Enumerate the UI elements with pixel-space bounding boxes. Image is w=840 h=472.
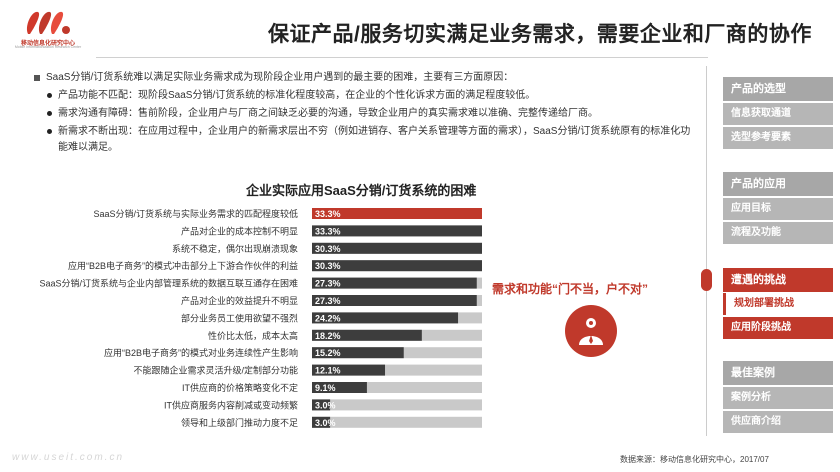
bar-track	[312, 364, 482, 376]
value-label: 12.1%	[315, 366, 341, 376]
value-label: 3.0%	[315, 400, 336, 410]
intro-sub-bullet: 需求沟通有障碍：售前阶段，企业用户与厂商之间缺乏必要的沟通，导致企业用户的真实需…	[34, 106, 694, 122]
bar	[312, 399, 331, 411]
intro-text: SaaS分销/订货系统难以满足实际业务需求成为现阶段企业用户遇到的最主要的困难，…	[34, 70, 694, 156]
sidebar-item-case-analysis[interactable]: 案例分析	[723, 387, 833, 409]
value-label: 15.2%	[315, 348, 341, 358]
page-title: 保证产品/服务切实满足业务需求，需要企业和厂商的协作	[268, 23, 812, 46]
active-section-marker	[701, 269, 712, 291]
bar	[312, 260, 482, 272]
value-label: 27.3%	[315, 296, 341, 306]
sidebar-section-application[interactable]: 产品的应用	[723, 172, 833, 196]
person-gear-icon	[565, 305, 617, 357]
bar	[312, 312, 459, 324]
value-label: 30.3%	[315, 244, 341, 254]
sidebar-divider	[706, 66, 707, 436]
category-label: 领导和上级部门推动力度不足	[181, 417, 298, 428]
bar	[312, 208, 482, 219]
category-label: 部分业务员工使用欲望不强烈	[181, 312, 298, 323]
logo-text: 移动信息化研究中心	[20, 41, 75, 47]
bar	[312, 364, 386, 376]
intro-sub-bullet: 产品功能不匹配：现阶段SaaS分销/订货系统的标准化程度较高，在企业的个性化诉求…	[34, 88, 694, 104]
bar	[312, 225, 482, 237]
sidebar-section-selection[interactable]: 产品的选型	[723, 77, 833, 101]
bar-track	[312, 382, 482, 393]
sidebar-item-selection-factors[interactable]: 选型参考要素	[723, 127, 833, 149]
sidebar-item-vendor-intro[interactable]: 供应商介绍	[723, 411, 833, 433]
value-label: 24.2%	[315, 313, 341, 323]
sidebar-item-info-channels[interactable]: 信息获取通道	[723, 103, 833, 125]
category-label: SaaS分销/订货系统与企业内部管理系统的数据互联互通存在困难	[39, 278, 298, 289]
category-label: 性价比太低，成本太高	[208, 330, 298, 341]
value-label: 33.3%	[315, 209, 341, 219]
category-label: 系统不稳定，偶尔出现崩溃现象	[172, 243, 298, 254]
intro-main-bullet: SaaS分销/订货系统难以满足实际业务需求成为现阶段企业用户遇到的最主要的困难，…	[34, 70, 694, 86]
bar	[312, 242, 482, 254]
sidebar-item-process-functions[interactable]: 流程及功能	[723, 222, 833, 244]
bar	[312, 347, 404, 359]
value-label: 27.3%	[315, 279, 341, 289]
value-label: 3.0%	[315, 418, 336, 428]
logo-mark-icon	[26, 11, 70, 34]
sidebar-item-goals[interactable]: 应用目标	[723, 198, 833, 220]
logo-subtext: Mobile Informationization Research Cente…	[14, 45, 82, 49]
sidebar-item-application-challenges[interactable]: 应用阶段挑战	[723, 317, 833, 339]
logo: 移动信息化研究中心 Mobile Informationization Rese…	[8, 6, 88, 50]
bar	[312, 382, 367, 393]
bar	[312, 416, 331, 428]
data-source: 数据来源：移动信息化研究中心，2017/07	[620, 455, 769, 464]
category-label: SaaS分销/订货系统与实际业务需求的匹配程度较低	[93, 208, 298, 219]
category-label: 不能跟随企业需求灵活升级/定制部分功能	[133, 365, 298, 376]
bar	[312, 329, 422, 341]
sidebar-section-challenges[interactable]: 遭遇的挑战	[723, 268, 833, 292]
sidebar-section-best-cases[interactable]: 最佳案例	[723, 361, 833, 385]
category-label: 产品对企业的效益提升不明显	[181, 295, 298, 306]
category-label: 应用“B2B电子商务”的模式冲击部分上下游合作伙伴的利益	[68, 260, 298, 271]
bar-track	[312, 416, 482, 428]
value-label: 30.3%	[315, 261, 341, 271]
bar	[312, 295, 477, 306]
watermark: www.useit.com.cn	[12, 452, 125, 463]
title-divider	[96, 57, 708, 58]
difficulties-bar-chart: SaaS分销/订货系统与实际业务需求的匹配程度较低 33.3% 产品对企业的成本控制…	[39, 208, 482, 428]
bar	[312, 277, 477, 289]
bar-track	[312, 399, 482, 411]
category-label: 产品对企业的成本控制不明显	[181, 225, 298, 236]
callout-text: 需求和功能“门不当，户不对”	[492, 282, 649, 296]
value-label: 33.3%	[315, 226, 341, 236]
category-label: IT供应商服务内容削减或变动频繁	[164, 399, 298, 410]
category-label: IT供应商的价格策略变化不定	[182, 382, 298, 393]
intro-sub-bullet: 新需求不断出现：在应用过程中，企业用户的新需求层出不穷（例如进销存、客户关系管理…	[34, 124, 694, 156]
chart-title: 企业实际应用SaaS分销/订货系统的困难	[246, 183, 477, 198]
value-label: 18.2%	[315, 331, 341, 341]
sidebar-item-planning-challenges[interactable]: 规划部署挑战	[723, 293, 833, 315]
category-label: 应用“B2B电子商务”的模式对业务连续性产生影响	[104, 347, 298, 358]
value-label: 9.1%	[315, 383, 336, 393]
